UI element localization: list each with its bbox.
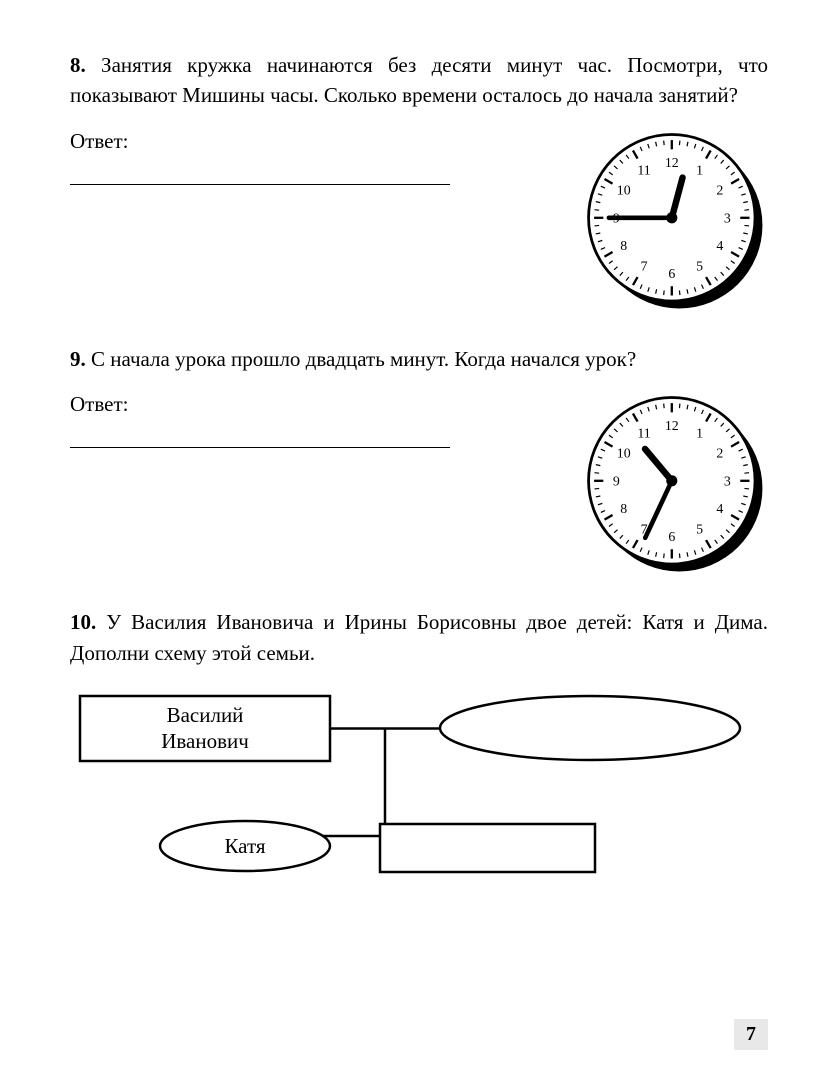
svg-text:6: 6 xyxy=(668,267,675,282)
problem-8: 8. Занятия кружка начинаются без десяти … xyxy=(70,50,768,314)
problem-body: Занятия кружка начинаются без десяти мин… xyxy=(70,53,768,107)
problem-text: 9. С начала урока прошло двадцать минут.… xyxy=(70,344,768,374)
problem-9: 9. С начала урока прошло двадцать минут.… xyxy=(70,344,768,577)
svg-text:Василий: Василий xyxy=(167,703,244,727)
problem-text: 10. У Василия Ивановича и Ирины Борисовн… xyxy=(70,607,768,668)
svg-text:2: 2 xyxy=(716,184,723,199)
svg-text:Катя: Катя xyxy=(224,834,265,858)
problem-number: 9. xyxy=(70,347,86,371)
answer-label: Ответ: xyxy=(70,392,553,417)
svg-text:1: 1 xyxy=(696,427,703,442)
problem-body: У Василия Ивановича и Ирины Борисовны дв… xyxy=(70,610,768,664)
svg-text:3: 3 xyxy=(724,211,731,226)
svg-text:4: 4 xyxy=(716,239,723,254)
problem-10: 10. У Василия Ивановича и Ирины Борисовн… xyxy=(70,607,768,886)
svg-text:9: 9 xyxy=(613,475,620,490)
svg-text:3: 3 xyxy=(724,475,731,490)
svg-text:5: 5 xyxy=(696,523,703,538)
answer-section: Ответ: 121234567891011 xyxy=(70,392,768,577)
svg-text:8: 8 xyxy=(620,502,627,517)
answer-label: Ответ: xyxy=(70,129,553,154)
svg-text:8: 8 xyxy=(620,239,627,254)
svg-text:11: 11 xyxy=(637,427,650,442)
clock-icon: 121234567891011 xyxy=(583,392,768,577)
answer-section: Ответ: 121234567891011 xyxy=(70,129,768,314)
problem-number: 10. xyxy=(70,610,96,634)
svg-text:12: 12 xyxy=(665,419,679,434)
svg-text:11: 11 xyxy=(637,163,650,178)
svg-text:Иванович: Иванович xyxy=(161,729,249,753)
problem-number: 8. xyxy=(70,53,86,77)
family-diagram: ВасилийИванович Катя xyxy=(70,686,750,886)
svg-text:2: 2 xyxy=(716,447,723,462)
answer-line[interactable] xyxy=(70,447,450,448)
svg-text:6: 6 xyxy=(668,530,675,545)
svg-text:10: 10 xyxy=(617,184,631,199)
problem-body: С начала урока прошло двадцать минут. Ко… xyxy=(91,347,636,371)
svg-text:5: 5 xyxy=(696,259,703,274)
svg-text:4: 4 xyxy=(716,502,723,517)
problem-text: 8. Занятия кружка начинаются без десяти … xyxy=(70,50,768,111)
svg-text:12: 12 xyxy=(665,156,679,171)
svg-text:10: 10 xyxy=(617,447,631,462)
page-number: 7 xyxy=(734,1019,768,1050)
svg-text:1: 1 xyxy=(696,163,703,178)
svg-text:7: 7 xyxy=(641,259,648,274)
answer-line[interactable] xyxy=(70,184,450,185)
clock-icon: 121234567891011 xyxy=(583,129,768,314)
